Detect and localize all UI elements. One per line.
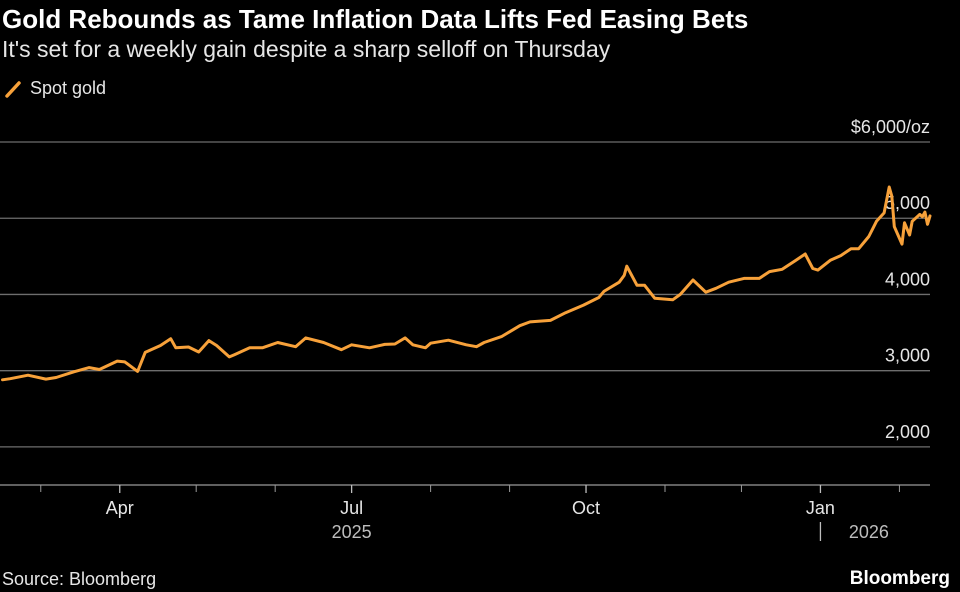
series-spot-gold: [1, 185, 932, 382]
gridlines: [0, 141, 930, 448]
x-year-label: 2026: [849, 522, 889, 542]
chart-title: Gold Rebounds as Tame Inflation Data Lif…: [2, 4, 749, 34]
chart-subtitle: It's set for a weekly gain despite a sha…: [2, 36, 611, 62]
y-tick-label: 4,000: [885, 269, 930, 289]
x-tick-label: Apr: [106, 498, 134, 518]
series-line-spot-gold: [1, 185, 932, 382]
source-note: Source: Bloomberg: [2, 569, 157, 589]
y-tick-label: $6,000/oz: [851, 117, 930, 137]
legend: Spot gold: [4, 78, 106, 99]
legend-swatch-spot-gold: [5, 80, 21, 98]
brand-logo: Bloomberg: [849, 568, 950, 589]
legend-label-spot-gold: Spot gold: [30, 78, 107, 98]
y-tick-label: 2,000: [885, 422, 930, 442]
x-tick-label: Jul: [340, 498, 363, 518]
y-tick-label: 5,000: [885, 193, 930, 213]
y-axis-labels: 2,000 3,000 4,000 5,000 $6,000/oz: [851, 117, 930, 442]
x-axis: Apr Jul Oct Jan 2025 2026: [0, 484, 930, 542]
x-tick-label: Jan: [806, 498, 835, 518]
y-tick-label: 3,000: [885, 346, 930, 366]
x-tick-label: Oct: [572, 498, 600, 518]
x-year-label: 2025: [332, 522, 372, 542]
